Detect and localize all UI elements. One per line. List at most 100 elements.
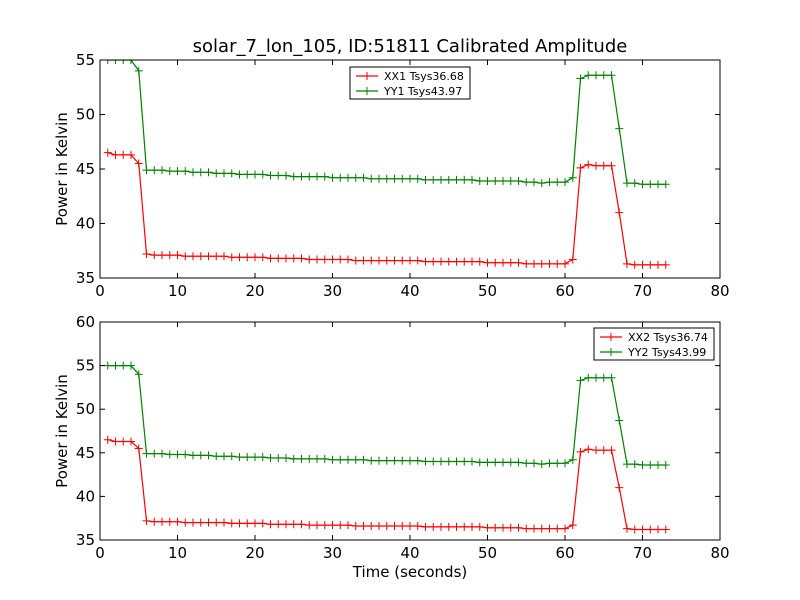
data-point [584,445,593,454]
data-point [111,361,120,370]
data-point [305,454,314,463]
data-point [599,446,608,455]
data-point [243,253,252,262]
data-point [367,522,376,531]
data-point [266,254,275,263]
data-point [398,256,407,265]
data-point [499,258,507,267]
data-point [568,455,577,464]
data-point [150,449,159,458]
data-point [545,524,554,533]
data-point [189,451,197,460]
data-point [638,180,647,189]
x-tick-label: 0 [95,544,105,562]
data-point [421,257,430,266]
data-point [630,460,639,469]
data-point [491,523,500,532]
data-point [437,175,445,184]
data-point [196,451,205,460]
data-point [530,178,538,187]
data-point [173,167,182,176]
data-point [204,168,213,177]
data-point [514,523,523,532]
y-tick-label: 60 [76,313,95,331]
data-point [553,178,562,187]
data-point [150,251,159,260]
data-point [235,170,244,179]
data-point [289,254,298,263]
y-axis-label: Power in Kelvin [53,374,71,488]
data-point [313,172,321,181]
data-point [320,255,329,264]
data-point [398,174,407,183]
legend-label: YY1 Tsys43.97 [383,85,462,98]
data-point [491,176,500,185]
data-point [274,254,283,263]
data-point [661,461,670,470]
data-point [553,259,562,268]
data-point [584,71,593,80]
legend: XX1 Tsys36.68 YY1 Tsys43.97 [349,66,471,100]
data-point [344,521,352,530]
data-point [615,124,624,133]
data-point [475,257,484,266]
data-point [522,459,531,468]
data-point [127,60,135,64]
series-yy2 [103,361,670,470]
data-point [251,453,259,462]
data-point [258,170,267,179]
data-point [646,260,655,269]
data-point [514,458,523,467]
x-tick-label: 70 [633,282,652,300]
x-tick-label: 40 [400,544,419,562]
legend-marker [607,333,615,341]
data-point [561,259,569,268]
data-point [243,519,252,528]
data-point [499,458,507,467]
data-point [158,449,166,458]
data-point [661,260,670,269]
data-point [530,259,538,268]
data-point [165,167,174,176]
data-point [297,172,306,181]
x-tick-label: 10 [168,282,187,300]
data-point [537,179,546,188]
data-point [592,161,600,170]
data-point [413,456,422,465]
data-point [227,253,236,262]
data-point [282,520,290,529]
data-point [227,169,236,178]
data-point [460,457,469,466]
data-point [522,178,531,187]
series-xx1 [103,148,670,269]
data-point [607,161,616,170]
series-line [107,152,666,266]
data-point [475,458,484,467]
data-point [421,522,430,531]
data-point [367,174,376,183]
data-point [623,524,631,533]
data-point [173,450,182,459]
data-point [103,435,112,444]
data-point [173,517,182,526]
data-point [359,256,368,265]
y-tick-label: 50 [76,400,95,418]
data-point [429,522,438,531]
data-point [592,71,600,80]
data-point [158,251,166,260]
data-point [142,516,151,525]
data-point [561,459,569,468]
data-point [173,251,182,260]
x-tick-label: 30 [323,544,342,562]
data-point [506,258,515,267]
y-axis-label: Power in Kelvin [53,112,71,226]
data-point [204,518,213,527]
data-point [661,180,670,189]
data-point [351,256,360,265]
data-point [328,255,337,264]
data-point [289,454,298,463]
x-axis-label: Time (seconds) [352,563,468,581]
data-point [243,170,252,179]
data-point [189,252,197,261]
